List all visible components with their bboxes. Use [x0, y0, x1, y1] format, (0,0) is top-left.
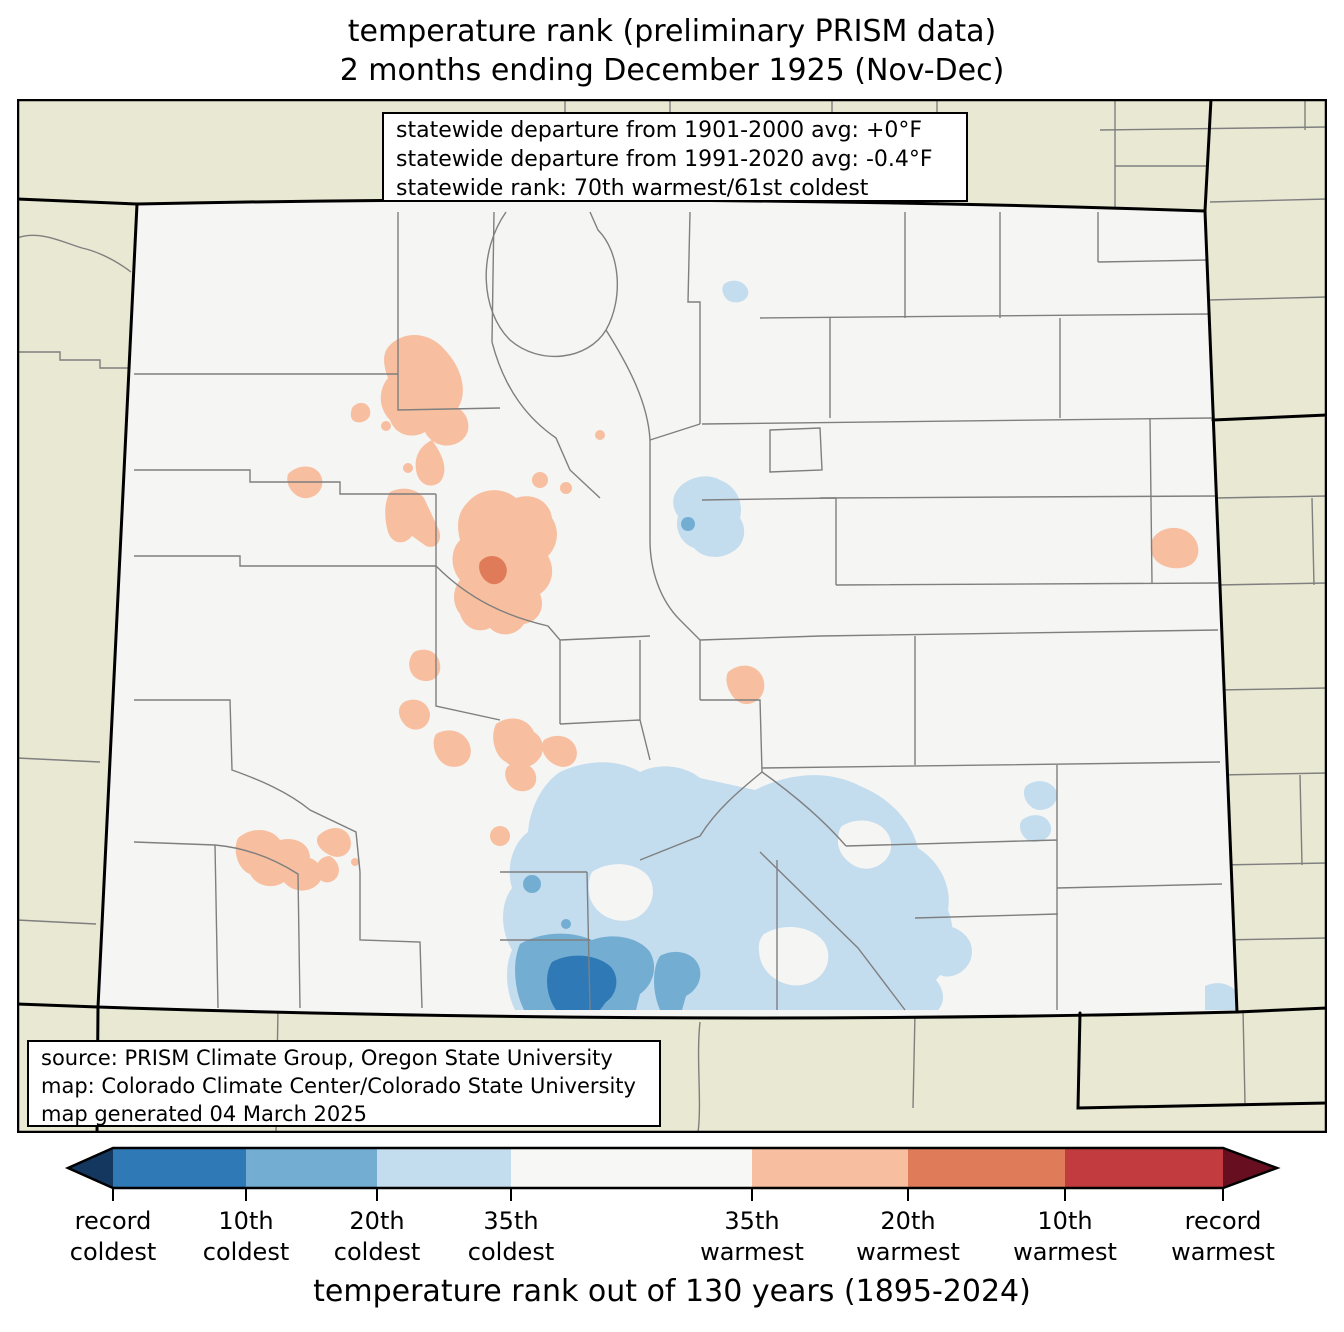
source-line2: map: Colorado Climate Center/Colorado St… [41, 1074, 636, 1098]
colorbar-arrow-record-coldest [68, 1148, 113, 1188]
cbar-label-10th-warmest: 10th warmest [1013, 1207, 1117, 1266]
colorbar-arrow-record-warmest [1223, 1148, 1277, 1188]
source-box: source: PRISM Climate Group, Oregon Stat… [27, 1040, 661, 1127]
warm-20th-patch [479, 556, 507, 585]
source-line1: source: PRISM Climate Group, Oregon Stat… [41, 1046, 613, 1070]
cbar-label-20th-warmest: 20th warmest [856, 1207, 960, 1266]
stats-line3: statewide rank: 70th warmest/61st coldes… [396, 176, 869, 201]
cbar-label-record-coldest: record coldest [69, 1207, 157, 1266]
colorbar-segments [68, 1148, 1277, 1188]
source-line3: map generated 04 March 2025 [41, 1102, 368, 1126]
cbar-label-20th-coldest: 20th coldest [333, 1207, 421, 1266]
stats-line1: statewide departure from 1901-2000 avg: … [396, 118, 923, 143]
rank-patches [235, 280, 1237, 1010]
cbar-label-record-warmest: record warmest [1171, 1207, 1275, 1266]
map-frame [17, 99, 1327, 1133]
colorbar-ticks [112, 1188, 1224, 1201]
cbar-label-35th-warmest: 35th warmest [700, 1207, 804, 1266]
rank-colorbar [64, 1146, 1281, 1201]
colorado-rank-map [17, 99, 1327, 1133]
stats-line2: statewide departure from 1991-2020 avg: … [396, 147, 933, 172]
figure-title: temperature rank (preliminary PRISM data… [0, 12, 1344, 90]
statewide-stats-box: statewide departure from 1901-2000 avg: … [382, 112, 968, 202]
cbar-label-10th-coldest: 10th coldest [202, 1207, 290, 1266]
cbar-label-35th-coldest: 35th coldest [467, 1207, 555, 1266]
colorbar-title: temperature rank out of 130 years (1895-… [313, 1274, 1031, 1309]
neutral-holes [588, 820, 892, 986]
figure-title-line2: 2 months ending December 1925 (Nov-Dec) [339, 53, 1005, 88]
warm-35th-patches [235, 334, 1199, 891]
cold-10th-patch [547, 955, 617, 1010]
colorado-county-lines [133, 211, 1223, 1011]
figure-title-line1: temperature rank (preliminary PRISM data… [347, 14, 997, 49]
